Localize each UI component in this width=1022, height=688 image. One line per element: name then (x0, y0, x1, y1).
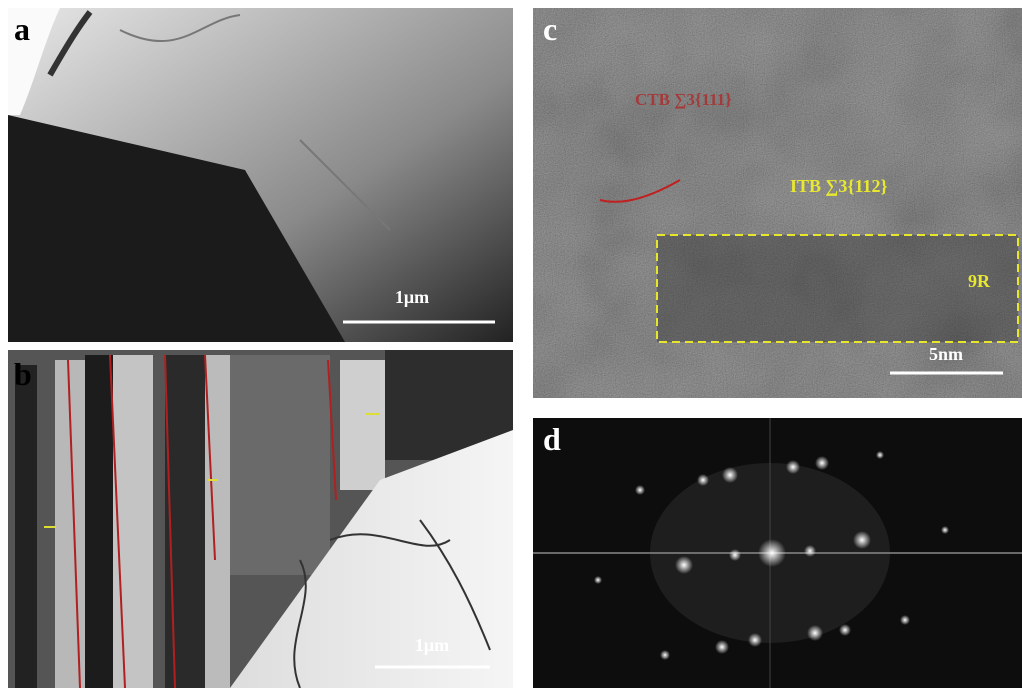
annotation: ITB ∑3{112} (790, 176, 888, 196)
panel-label: d (543, 421, 561, 457)
scale-label: 1μm (415, 635, 449, 655)
panel-label: b (14, 356, 32, 392)
9r-region (657, 235, 1018, 342)
panel-label: a (14, 11, 30, 47)
panel-label: c (543, 11, 557, 47)
panel-b: 1μm b (8, 350, 513, 688)
scale-label: 1μm (395, 287, 429, 307)
panel-d: d (533, 418, 1022, 688)
figure: 1μm a 1μm b CTB ∑3{111} ITB ∑3{112} 9R 5… (0, 0, 1022, 688)
panel-c: CTB ∑3{111} ITB ∑3{112} 9R 5nm c (533, 8, 1022, 398)
panel-a: 1μm a (8, 8, 513, 342)
scale-label: 5nm (929, 344, 963, 364)
annotation: CTB ∑3{111} (635, 90, 732, 109)
annotation: 9R (968, 271, 991, 291)
